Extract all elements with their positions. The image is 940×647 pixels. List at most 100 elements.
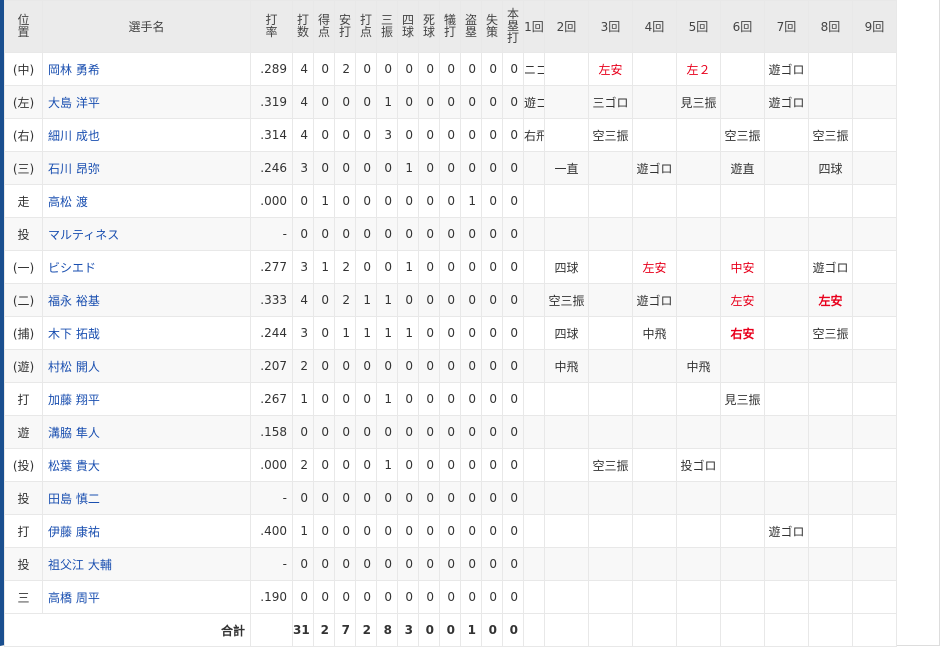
stat-cell: 0 xyxy=(335,416,356,449)
header-stat-label: 失策 xyxy=(486,14,499,38)
inning-result: ニゴロ xyxy=(524,53,545,86)
stat-cell: 0 xyxy=(398,383,419,416)
stat-cell: 0 xyxy=(503,581,524,614)
inning-result xyxy=(809,581,853,614)
inning-result: 空三振 xyxy=(589,449,633,482)
stat-cell: 0 xyxy=(482,152,503,185)
inning-result xyxy=(524,350,545,383)
player-name-link[interactable]: 大島 洋平 xyxy=(43,86,251,119)
stat-cell: 0 xyxy=(503,152,524,185)
stat-cell: 3 xyxy=(377,119,398,152)
inning-result xyxy=(589,284,633,317)
position: 走 xyxy=(5,185,43,218)
player-name-link[interactable]: 溝脇 隼人 xyxy=(43,416,251,449)
stat-cell: 0 xyxy=(503,284,524,317)
stat-cell: 0 xyxy=(314,515,335,548)
inning-result: 右安 xyxy=(721,317,765,350)
inning-result xyxy=(809,482,853,515)
stat-cell: 0 xyxy=(335,152,356,185)
stat-cell: 0 xyxy=(461,482,482,515)
inning-result xyxy=(524,317,545,350)
batting-average: .333 xyxy=(251,284,293,317)
inning-result xyxy=(853,482,897,515)
header-stat: 三振 xyxy=(377,1,398,53)
stat-cell: 1 xyxy=(377,284,398,317)
player-name-link[interactable]: 高松 渡 xyxy=(43,185,251,218)
stat-cell: 0 xyxy=(377,185,398,218)
player-name-link[interactable]: 岡林 勇希 xyxy=(43,53,251,86)
stat-cell: 1 xyxy=(377,86,398,119)
stat-cell: 0 xyxy=(398,119,419,152)
inning-result xyxy=(809,548,853,581)
stat-cell: 0 xyxy=(398,416,419,449)
batting-average: .267 xyxy=(251,383,293,416)
stat-cell: 1 xyxy=(335,317,356,350)
player-row: (中)岡林 勇希.28940200000000ニゴロ左安左２遊ゴロ xyxy=(5,53,940,86)
stat-cell: 0 xyxy=(461,284,482,317)
stat-cell: 0 xyxy=(482,317,503,350)
player-name-link[interactable]: 伊藤 康祐 xyxy=(43,515,251,548)
total-label: 合計 xyxy=(5,614,251,647)
player-name-link[interactable]: 祖父江 大輔 xyxy=(43,548,251,581)
header-inning: 4回 xyxy=(633,1,677,53)
stat-cell: 0 xyxy=(461,449,482,482)
player-name-link[interactable]: 田島 慎二 xyxy=(43,482,251,515)
stat-cell: 0 xyxy=(461,350,482,383)
stat-cell: 0 xyxy=(356,251,377,284)
stat-cell: 2 xyxy=(335,284,356,317)
player-name-link[interactable]: 細川 成也 xyxy=(43,119,251,152)
inning-result xyxy=(765,317,809,350)
stat-cell: 0 xyxy=(398,218,419,251)
header-stat-label: 三振 xyxy=(381,14,394,38)
stat-cell: 0 xyxy=(503,218,524,251)
inning-result: 中安 xyxy=(721,251,765,284)
inning-result xyxy=(809,515,853,548)
inning-result xyxy=(589,515,633,548)
stat-cell: 0 xyxy=(482,581,503,614)
inning-result: 見三振 xyxy=(721,383,765,416)
player-name-link[interactable]: 松葉 貴大 xyxy=(43,449,251,482)
stat-cell: 0 xyxy=(314,548,335,581)
stat-cell: 0 xyxy=(335,218,356,251)
header-player-name: 選手名 xyxy=(43,1,251,53)
inning-result xyxy=(721,350,765,383)
player-name-link[interactable]: 村松 開人 xyxy=(43,350,251,383)
header-stat-label: 打率 xyxy=(265,14,278,38)
header-stat: 犠打 xyxy=(440,1,461,53)
player-name-link[interactable]: 高橋 周平 xyxy=(43,581,251,614)
stat-cell: 0 xyxy=(356,515,377,548)
inning-result xyxy=(524,152,545,185)
inning-result xyxy=(765,581,809,614)
position: 投 xyxy=(5,218,43,251)
player-name-link[interactable]: 石川 昂弥 xyxy=(43,152,251,185)
player-name-link[interactable]: 福永 裕基 xyxy=(43,284,251,317)
stat-cell: 1 xyxy=(314,185,335,218)
player-name-link[interactable]: ビシエド xyxy=(43,251,251,284)
player-name-link[interactable]: 加藤 翔平 xyxy=(43,383,251,416)
inning-result: 左安 xyxy=(589,53,633,86)
inning-result: 空三振 xyxy=(809,119,853,152)
inning-result: 空三振 xyxy=(809,317,853,350)
inning-result xyxy=(765,350,809,383)
total-inning xyxy=(524,614,545,647)
stat-cell: 0 xyxy=(461,515,482,548)
player-name-link[interactable]: 木下 拓哉 xyxy=(43,317,251,350)
stat-cell: 0 xyxy=(419,515,440,548)
stat-cell: 0 xyxy=(461,218,482,251)
total-inning xyxy=(765,614,809,647)
player-name-link[interactable]: マルティネス xyxy=(43,218,251,251)
stat-cell: 0 xyxy=(335,548,356,581)
stat-cell: 0 xyxy=(293,548,314,581)
inning-result xyxy=(677,482,721,515)
inning-result: 左２ xyxy=(677,53,721,86)
inning-result: 左安 xyxy=(809,284,853,317)
inning-result xyxy=(589,251,633,284)
stat-cell: 1 xyxy=(398,317,419,350)
stat-cell: 0 xyxy=(419,482,440,515)
position: (左) xyxy=(5,86,43,119)
inning-result xyxy=(853,350,897,383)
stat-cell: 0 xyxy=(335,185,356,218)
